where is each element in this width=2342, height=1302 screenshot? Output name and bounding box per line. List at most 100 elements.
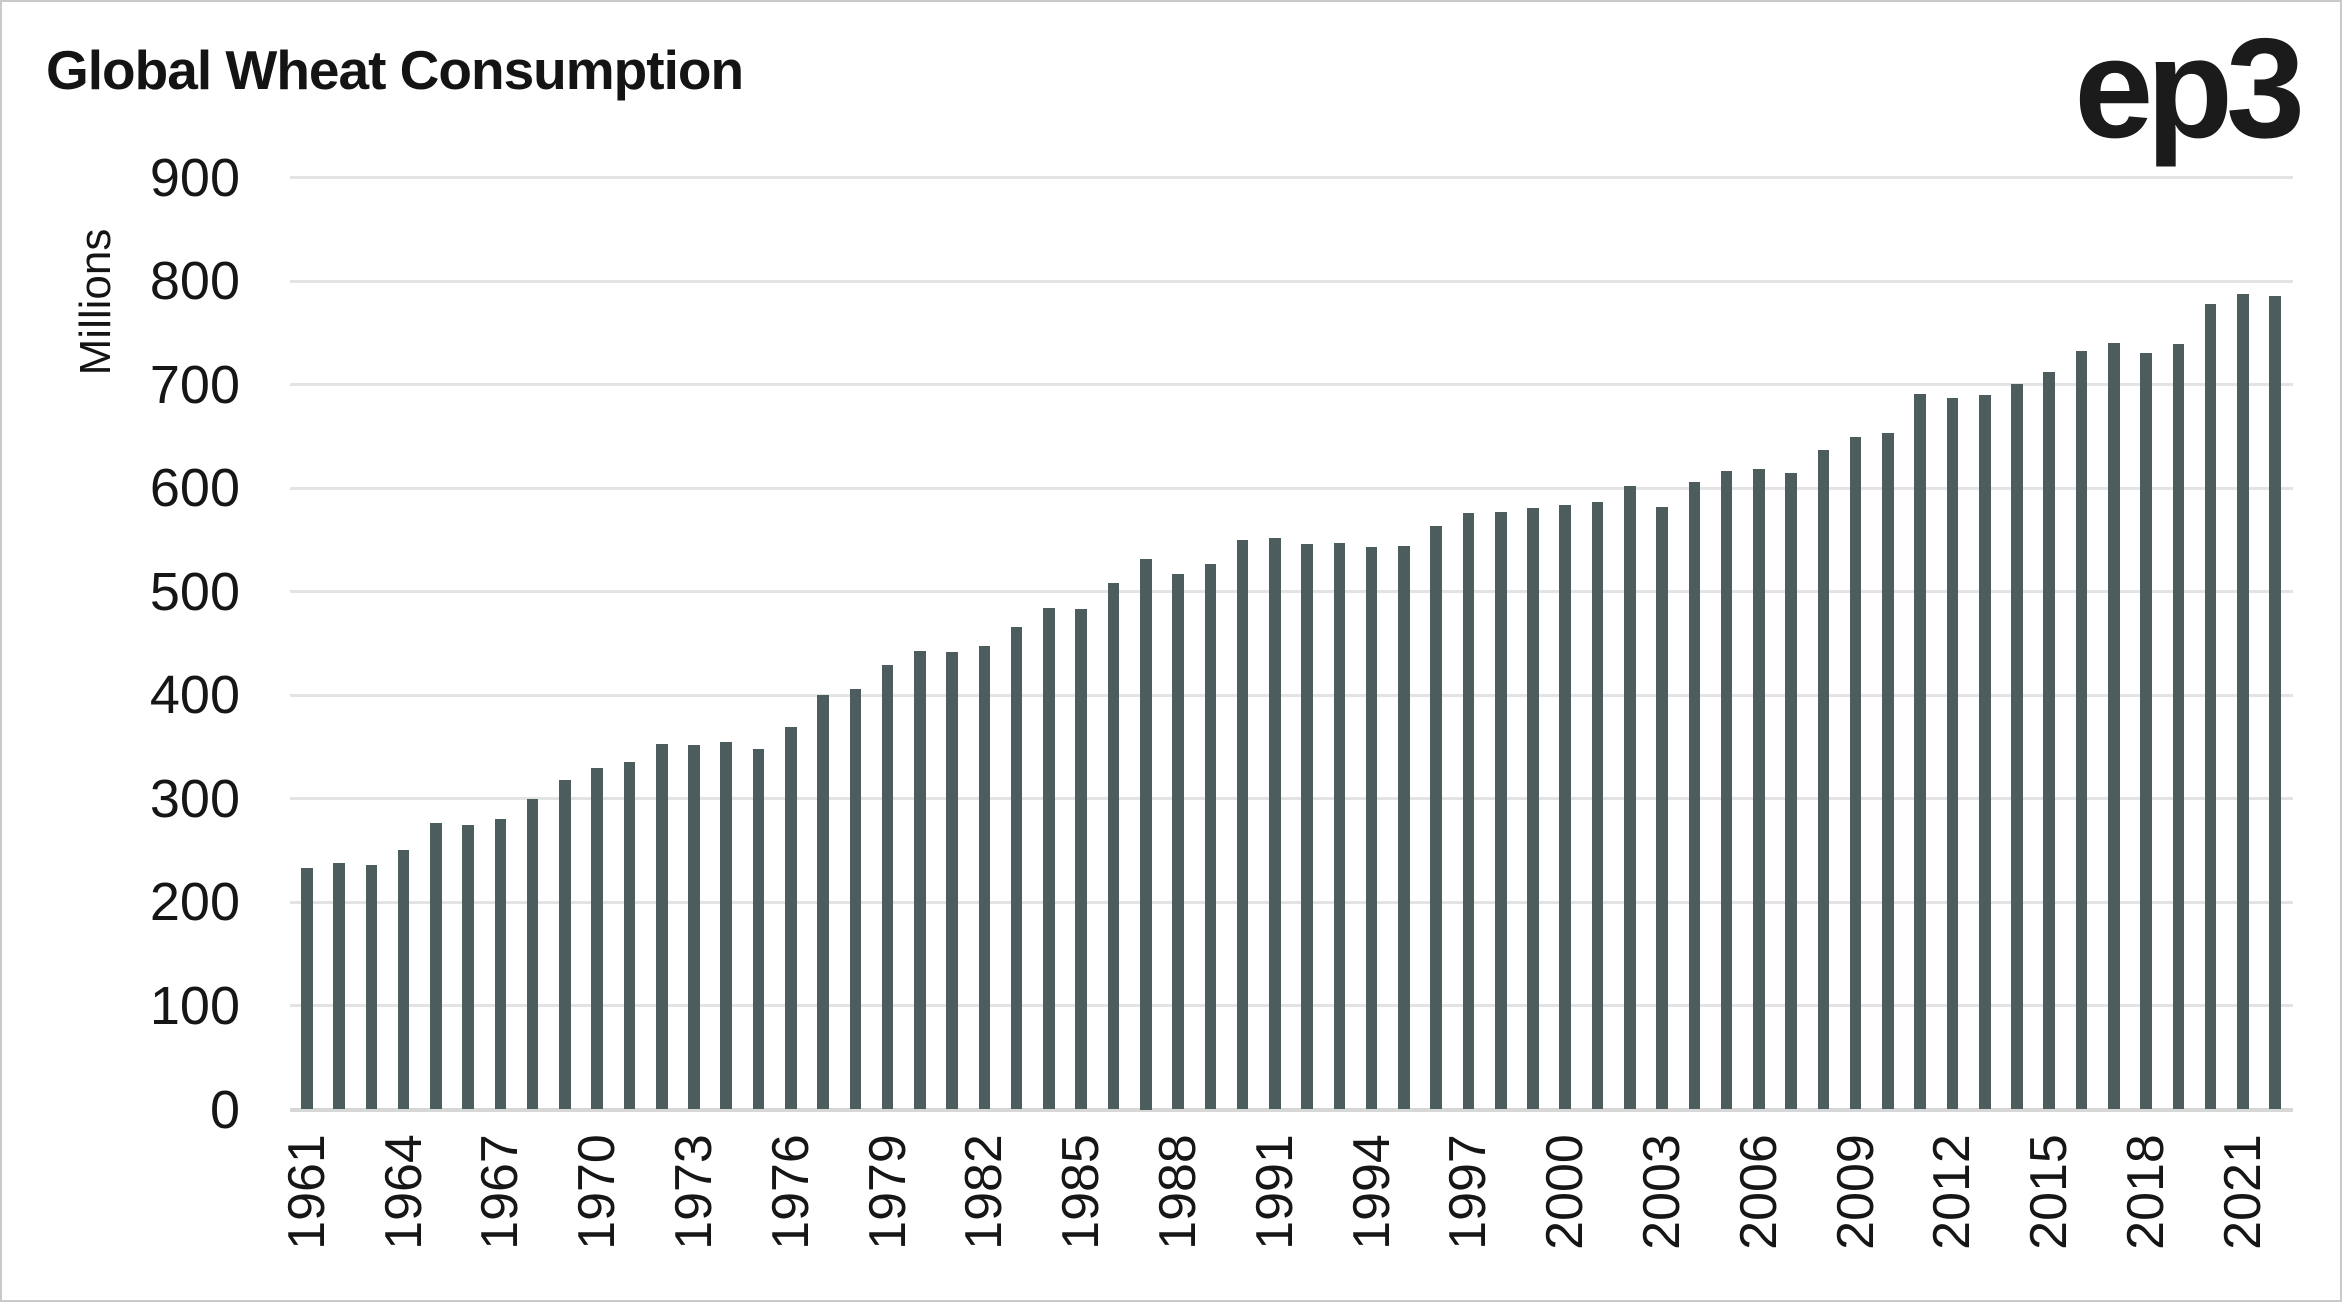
bar-1999 (1527, 507, 1539, 1110)
bar-2003 (1656, 506, 1668, 1110)
bar-2020 (2204, 303, 2217, 1110)
x-tick-label: 2006 (1729, 1134, 1788, 1250)
x-tick-label: 2009 (1826, 1134, 1885, 1250)
bar-1977 (817, 695, 829, 1110)
bar-2011 (1914, 394, 1926, 1110)
x-tick-label: 2018 (2117, 1134, 2176, 1250)
bar-1989 (1204, 563, 1217, 1110)
bar-2015 (2043, 372, 2056, 1110)
bar-2012 (1946, 398, 1959, 1110)
gridline-300 (290, 797, 2293, 801)
bar-2001 (1591, 501, 1604, 1110)
y-tick-label: 800 (149, 251, 240, 312)
bar-2021 (2237, 293, 2249, 1110)
bar-1993 (1333, 543, 1346, 1110)
bar-2009 (1849, 437, 1862, 1110)
bar-1972 (655, 743, 668, 1110)
bar-1991 (1269, 537, 1281, 1110)
x-tick-label: 1970 (568, 1134, 627, 1250)
bar-2004 (1688, 482, 1701, 1110)
bar-1963 (365, 865, 378, 1110)
bar-2010 (1882, 433, 1894, 1110)
bar-1968 (526, 798, 539, 1110)
bar-2016 (2075, 350, 2088, 1110)
bar-2022 (2269, 295, 2281, 1110)
bar-1962 (333, 863, 345, 1110)
y-tick-label: 300 (149, 768, 240, 829)
x-tick-label: 1967 (471, 1134, 530, 1250)
x-tick-label: 1988 (1149, 1134, 1208, 1250)
bar-1985 (1075, 609, 1088, 1110)
bar-2013 (1978, 395, 1991, 1110)
x-tick-label: 2000 (1536, 1134, 1595, 1250)
bar-1987 (1139, 558, 1152, 1110)
bar-1976 (785, 727, 797, 1110)
bar-1961 (301, 868, 313, 1110)
bar-2005 (1720, 470, 1733, 1110)
bar-1966 (462, 824, 474, 1110)
bar-2018 (2140, 352, 2152, 1110)
bar-1998 (1494, 512, 1507, 1110)
x-tick-label: 2012 (1923, 1134, 1982, 1250)
gridline-400 (290, 693, 2293, 697)
bar-1978 (849, 689, 862, 1110)
bar-2007 (1785, 472, 1797, 1110)
x-axis-line (290, 1107, 2293, 1112)
bar-1967 (494, 818, 507, 1110)
y-tick-label: 0 (209, 1079, 240, 1140)
x-tick-label: 1985 (1052, 1134, 1111, 1250)
bar-1971 (623, 761, 636, 1110)
gridline-700 (290, 383, 2293, 387)
bar-2019 (2172, 344, 2185, 1110)
bar-1983 (1010, 626, 1023, 1110)
gridline-900 (290, 176, 2293, 180)
bar-2006 (1753, 468, 1765, 1110)
bar-1997 (1462, 513, 1475, 1110)
bar-1992 (1301, 544, 1313, 1110)
bar-1979 (881, 665, 894, 1110)
gridline-100 (290, 1004, 2293, 1008)
y-tick-label: 900 (149, 147, 240, 208)
x-tick-label: 2003 (1633, 1134, 1692, 1250)
y-tick-label: 400 (149, 665, 240, 726)
x-tick-label: 1991 (1245, 1134, 1304, 1250)
bar-2000 (1559, 504, 1572, 1110)
bar-1974 (720, 741, 733, 1110)
bar-1970 (591, 767, 603, 1110)
gridline-200 (290, 900, 2293, 904)
y-tick-label: 600 (149, 458, 240, 519)
x-tick-label: 2021 (2213, 1134, 2272, 1250)
bar-2008 (1817, 449, 1830, 1110)
x-tick-label: 1982 (955, 1134, 1014, 1250)
x-tick-label: 1979 (858, 1134, 917, 1250)
bar-1988 (1172, 574, 1184, 1110)
y-tick-label: 100 (149, 975, 240, 1036)
bar-1964 (397, 849, 410, 1110)
gridline-600 (290, 486, 2293, 490)
bar-2002 (1623, 486, 1636, 1110)
bar-1994 (1365, 547, 1378, 1110)
bar-2014 (2011, 383, 2023, 1110)
bar-1981 (946, 651, 958, 1110)
bar-1965 (430, 822, 442, 1110)
gridline-800 (290, 279, 2293, 283)
bar-1975 (752, 749, 765, 1110)
bar-1984 (1043, 608, 1055, 1110)
bar-1973 (688, 745, 700, 1110)
brand-logo: ep3 (2074, 9, 2305, 168)
bar-1990 (1236, 540, 1249, 1110)
x-tick-label: 1973 (665, 1134, 724, 1250)
x-tick-label: 1964 (374, 1134, 433, 1250)
bar-1996 (1430, 525, 1442, 1110)
bar-2017 (2108, 343, 2120, 1110)
bar-1982 (978, 645, 991, 1110)
bar-1995 (1398, 546, 1410, 1110)
gridline-500 (290, 590, 2293, 594)
x-tick-label: 2015 (2020, 1134, 2079, 1250)
bar-1986 (1107, 583, 1120, 1110)
y-tick-label: 700 (149, 354, 240, 415)
chart-title: Global Wheat Consumption (46, 39, 744, 101)
x-tick-label: 1994 (1342, 1134, 1401, 1250)
x-tick-label: 1997 (1439, 1134, 1498, 1250)
